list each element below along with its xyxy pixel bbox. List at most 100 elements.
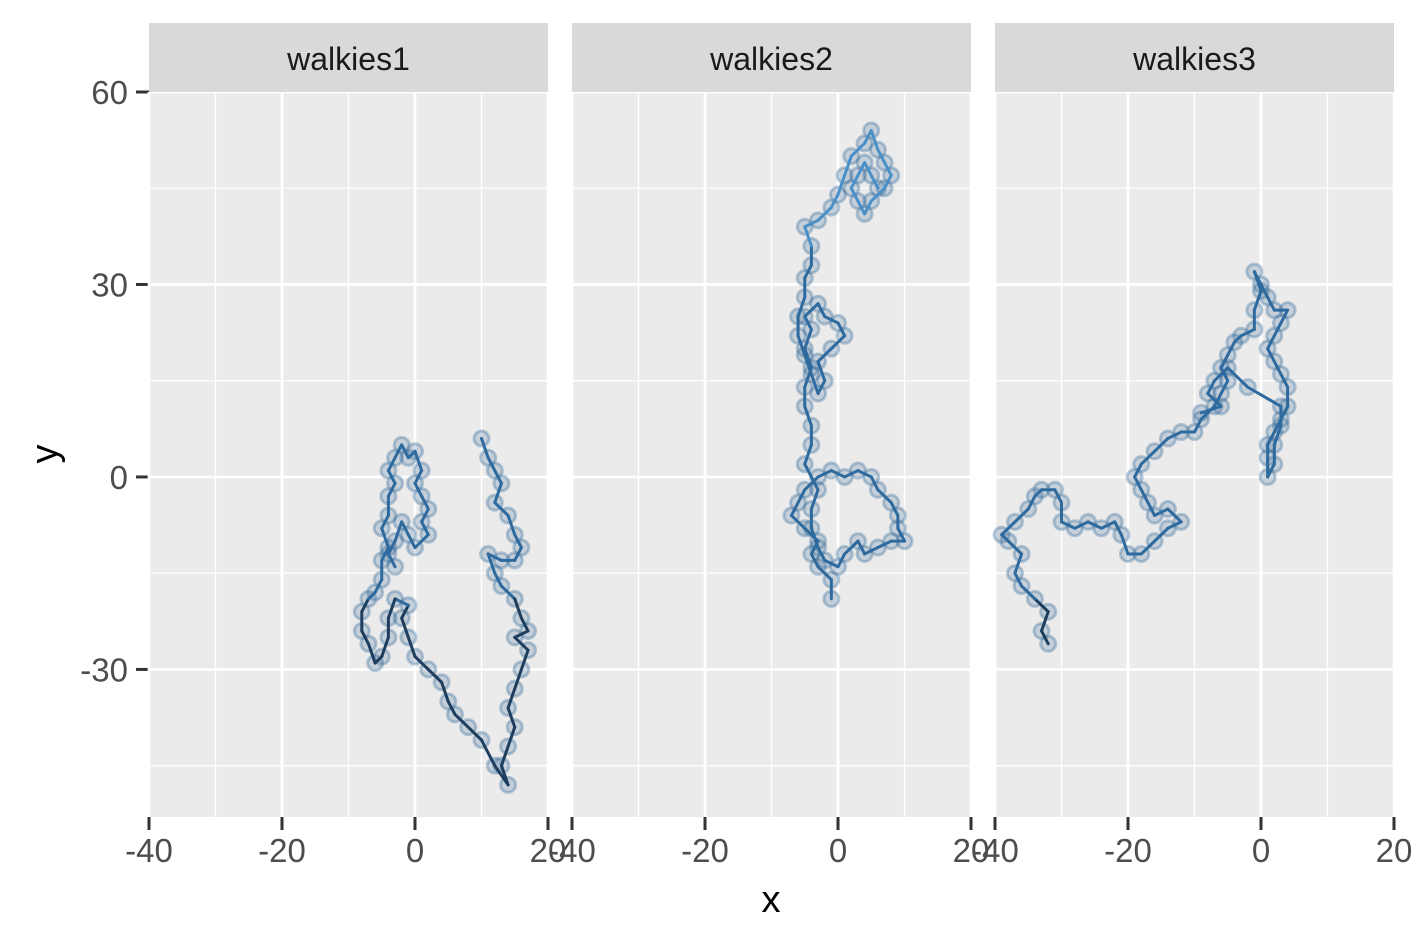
path-segment bbox=[1246, 385, 1283, 408]
path-segment bbox=[1013, 552, 1024, 575]
path-segment bbox=[499, 744, 510, 768]
path-segment bbox=[386, 539, 397, 556]
path-segment bbox=[883, 161, 893, 177]
path-segment bbox=[1252, 289, 1263, 312]
path-segment bbox=[1153, 507, 1170, 517]
path-segment bbox=[1133, 475, 1143, 492]
path-segment bbox=[889, 501, 900, 517]
path-segment bbox=[1033, 488, 1044, 498]
facet-panel-walkies3: walkies3 -40 -20 0 20 bbox=[971, 23, 1412, 869]
path-segment bbox=[856, 199, 867, 216]
path-segment bbox=[796, 334, 807, 357]
x-tick-label: -20 bbox=[258, 832, 306, 869]
path-segment bbox=[513, 629, 530, 639]
path-segment bbox=[513, 667, 523, 691]
path-segment bbox=[809, 372, 820, 396]
x-tick-label: -20 bbox=[681, 832, 729, 869]
path-segment bbox=[1139, 488, 1150, 505]
path-segment bbox=[1266, 347, 1276, 363]
path-segment bbox=[1153, 526, 1170, 543]
path-segment bbox=[1259, 282, 1270, 299]
facet-panel-walkies1: walkies1 -40 -20 0 20 bbox=[125, 23, 566, 869]
path-segment bbox=[1232, 334, 1243, 344]
facet-panel-walkies2: walkies2 -40 -20 0 20 bbox=[548, 23, 989, 869]
path-segment bbox=[823, 558, 840, 569]
path-segment bbox=[366, 642, 377, 665]
path-segment bbox=[1166, 507, 1183, 524]
path-segment bbox=[843, 539, 860, 556]
path-segment bbox=[1086, 520, 1103, 530]
facet-strip-label: walkies3 bbox=[1132, 41, 1256, 77]
path-segment bbox=[1272, 424, 1283, 447]
path-segment bbox=[876, 148, 887, 165]
path-segment bbox=[896, 526, 906, 543]
path-segment bbox=[380, 513, 390, 530]
path-segment bbox=[386, 597, 397, 620]
path-segment bbox=[1133, 462, 1143, 479]
path-segment bbox=[1020, 584, 1037, 601]
path-segment bbox=[486, 552, 497, 575]
path-segment bbox=[1006, 539, 1024, 556]
path-segment bbox=[843, 469, 860, 479]
path-segment bbox=[400, 443, 410, 460]
path-segment bbox=[513, 635, 530, 652]
path-segment bbox=[1266, 334, 1276, 351]
path-segment bbox=[829, 334, 847, 351]
path-segment bbox=[1033, 597, 1050, 614]
path-segment bbox=[849, 186, 860, 203]
path-segment bbox=[486, 456, 497, 473]
path-segment bbox=[816, 205, 833, 222]
path-segment bbox=[1060, 520, 1077, 530]
path-segment bbox=[440, 680, 450, 704]
path-segment bbox=[360, 597, 370, 614]
path-segment bbox=[803, 475, 820, 492]
path-segment bbox=[1193, 417, 1203, 434]
path-segment bbox=[480, 436, 490, 460]
path-segment bbox=[380, 546, 390, 562]
path-segment bbox=[883, 173, 893, 190]
path-segment bbox=[1000, 533, 1010, 543]
path-segment bbox=[816, 379, 827, 396]
path-segment bbox=[1272, 359, 1283, 376]
path-segment bbox=[1013, 571, 1024, 588]
path-segment bbox=[1099, 520, 1117, 530]
path-segment bbox=[393, 443, 404, 460]
x-tick-label: 0 bbox=[829, 832, 847, 869]
path-segment bbox=[803, 353, 813, 376]
path-segment bbox=[863, 199, 873, 216]
path-segment bbox=[1040, 629, 1050, 646]
path-segment bbox=[803, 443, 813, 466]
path-segment bbox=[803, 327, 813, 351]
path-segment bbox=[1252, 270, 1263, 286]
path-segment bbox=[413, 481, 424, 498]
path-segment bbox=[1013, 507, 1030, 524]
path-segment bbox=[1146, 501, 1157, 517]
path-segment bbox=[1199, 404, 1223, 415]
path-segment bbox=[1053, 488, 1063, 505]
path-segment bbox=[386, 481, 397, 498]
path-segment bbox=[420, 520, 430, 537]
path-segment bbox=[486, 552, 503, 562]
path-segment bbox=[809, 488, 820, 511]
path-segment bbox=[789, 501, 800, 517]
path-segment bbox=[803, 302, 820, 319]
path-segment bbox=[829, 193, 840, 209]
path-segment bbox=[796, 295, 807, 319]
path-segment bbox=[1219, 353, 1230, 370]
path-segment bbox=[1272, 321, 1283, 338]
y-tick-label: -30 bbox=[80, 651, 128, 688]
path-segment bbox=[836, 321, 847, 338]
path-segment bbox=[809, 552, 820, 569]
path-segment bbox=[856, 539, 867, 556]
path-segment bbox=[420, 494, 430, 511]
path-segment bbox=[1113, 520, 1123, 537]
path-segment bbox=[393, 520, 404, 543]
path-segment bbox=[360, 629, 370, 646]
path-segment bbox=[413, 449, 424, 473]
facet-strip bbox=[149, 23, 548, 92]
path-segment bbox=[513, 533, 523, 550]
path-segment bbox=[816, 565, 833, 582]
path-segment bbox=[1040, 610, 1050, 633]
path-segment bbox=[1206, 392, 1223, 408]
path-segment bbox=[493, 481, 503, 505]
